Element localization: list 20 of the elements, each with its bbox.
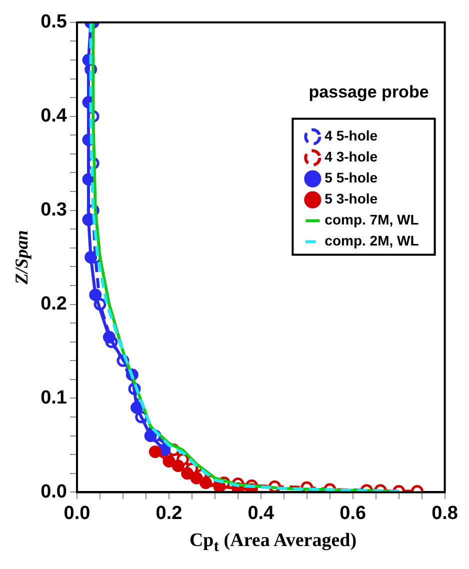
legend-label: 4 3-hole xyxy=(324,148,378,165)
y-tick-label: 0.1 xyxy=(40,387,68,408)
y-tick-label: 0.2 xyxy=(40,294,68,315)
y-axis-title: Z/Span xyxy=(11,230,32,286)
legend-label: 5 5-hole xyxy=(324,170,378,186)
x-tick-label: 0.2 xyxy=(156,502,182,524)
legend-label: 5 3-hole xyxy=(324,190,378,207)
y-tick-label: 0.4 xyxy=(40,106,68,127)
legend-label: 4 5-hole xyxy=(324,128,378,144)
y-tick-label: 0.0 xyxy=(40,481,68,502)
x-axis-title: Cp$_{t}$ (Area Averaged) xyxy=(188,530,358,556)
legend-label: comp. 7M, WL xyxy=(324,212,420,228)
x-tick-label: 0.6 xyxy=(340,502,366,524)
legend-label: comp. 2M, WL xyxy=(324,232,420,249)
y-tick-label: 0.3 xyxy=(40,200,68,221)
x-tick-label: 0.4 xyxy=(248,502,275,524)
legend-title: passage probe xyxy=(308,82,429,102)
x-tick-label: 0.8 xyxy=(432,502,458,524)
y-tick-label: 0.5 xyxy=(40,12,68,33)
x-tick-label: 0.0 xyxy=(64,502,90,524)
